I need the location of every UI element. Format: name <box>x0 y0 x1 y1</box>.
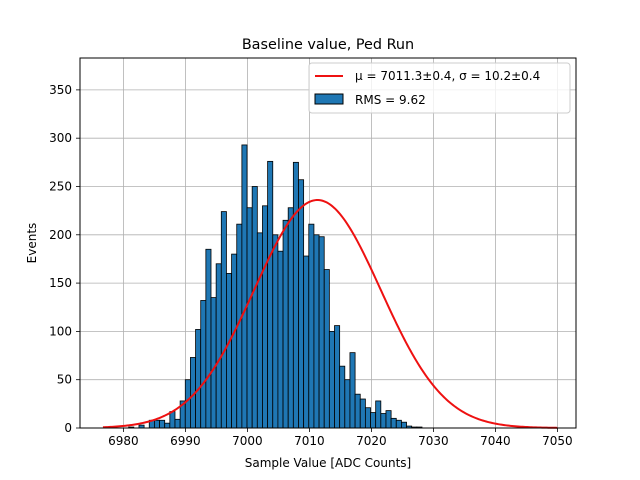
histogram-bar <box>251 186 258 429</box>
x-tick-label: 7020 <box>356 434 387 448</box>
y-tick-label: 300 <box>49 131 72 145</box>
chart-title: Baseline value, Ped Run <box>242 37 414 53</box>
histogram-bar <box>328 330 335 429</box>
y-tick-label: 50 <box>57 373 72 387</box>
histogram-bar <box>184 379 191 429</box>
histogram-bar <box>164 422 171 429</box>
y-tick-label: 0 <box>64 421 72 435</box>
histogram-bars <box>128 144 423 429</box>
histogram-bar <box>262 205 269 429</box>
histogram-bar <box>375 400 382 429</box>
y-tick-label: 200 <box>49 228 72 242</box>
y-tick-label: 150 <box>49 276 72 290</box>
histogram-bar <box>292 161 299 429</box>
legend-histogram-label: RMS = 9.62 <box>355 93 426 107</box>
legend-fit-label: μ = 7011.3±0.4, σ = 10.2±0.4 <box>355 69 540 83</box>
histogram-bar <box>277 250 284 429</box>
histogram-bar <box>334 325 341 429</box>
histogram-bar <box>303 255 310 429</box>
histogram-bar <box>220 211 227 429</box>
x-tick-label: 7000 <box>232 434 263 448</box>
histogram-bar <box>380 413 387 429</box>
histogram-bar <box>159 419 166 429</box>
x-axis-label: Sample Value [ADC Counts] <box>245 456 411 470</box>
y-tick-label: 350 <box>49 83 72 97</box>
histogram-bar <box>215 263 222 429</box>
histogram-bar <box>205 248 212 429</box>
histogram-bar <box>200 300 207 429</box>
histogram-bar <box>267 160 274 429</box>
histogram-bar <box>231 253 238 429</box>
histogram-bar <box>287 207 294 429</box>
histogram-bar <box>272 234 279 429</box>
histogram-bar <box>364 407 371 429</box>
histogram-bar <box>241 144 248 429</box>
histogram-bar <box>339 365 346 429</box>
gaussian-fit-curve <box>102 199 558 429</box>
y-tick-label: 100 <box>49 324 72 338</box>
x-tick-label: 6990 <box>170 434 201 448</box>
legend: μ = 7011.3±0.4, σ = 10.2±0.4 RMS = 9.62 <box>308 62 571 114</box>
x-tick-label: 7050 <box>542 434 573 448</box>
y-axis-label: Events <box>25 223 39 264</box>
histogram-bar <box>195 329 202 429</box>
x-axis-ticks: 6980 6990 7000 7010 7020 7030 7040 7050 <box>108 428 573 448</box>
histogram-bar <box>349 352 356 429</box>
histogram-bar <box>323 269 330 429</box>
histogram-bar <box>385 410 392 429</box>
histogram-bar <box>210 297 217 429</box>
plot-frame <box>79 57 577 429</box>
histogram-bar <box>226 273 232 429</box>
legend-box <box>308 62 571 114</box>
histogram-bar <box>370 412 377 429</box>
histogram-bar <box>318 236 325 429</box>
x-tick-label: 7040 <box>480 434 511 448</box>
histogram-bar <box>308 223 315 429</box>
histogram-bar <box>246 207 253 429</box>
x-tick-label: 7030 <box>418 434 449 448</box>
legend-histogram-patch-icon <box>314 93 344 105</box>
histogram-bar <box>256 232 263 429</box>
histogram-bar <box>401 421 407 429</box>
x-tick-label: 6980 <box>108 434 139 448</box>
histogram-bar <box>344 379 351 429</box>
y-tick-label: 250 <box>49 179 72 193</box>
histogram-bar <box>169 411 176 429</box>
histogram-bar <box>390 417 397 429</box>
histogram-bar <box>282 219 289 429</box>
histogram-bar <box>174 418 181 429</box>
histogram-bar <box>313 234 320 429</box>
histogram-bar <box>354 393 361 429</box>
histogram-bar <box>153 419 160 429</box>
x-tick-label: 7010 <box>294 434 325 448</box>
histogram-bar <box>359 398 366 429</box>
y-axis-ticks: 0 50 100 150 200 250 300 350 <box>49 83 80 435</box>
histogram-bar <box>395 419 402 429</box>
histogram-bar <box>298 179 305 429</box>
